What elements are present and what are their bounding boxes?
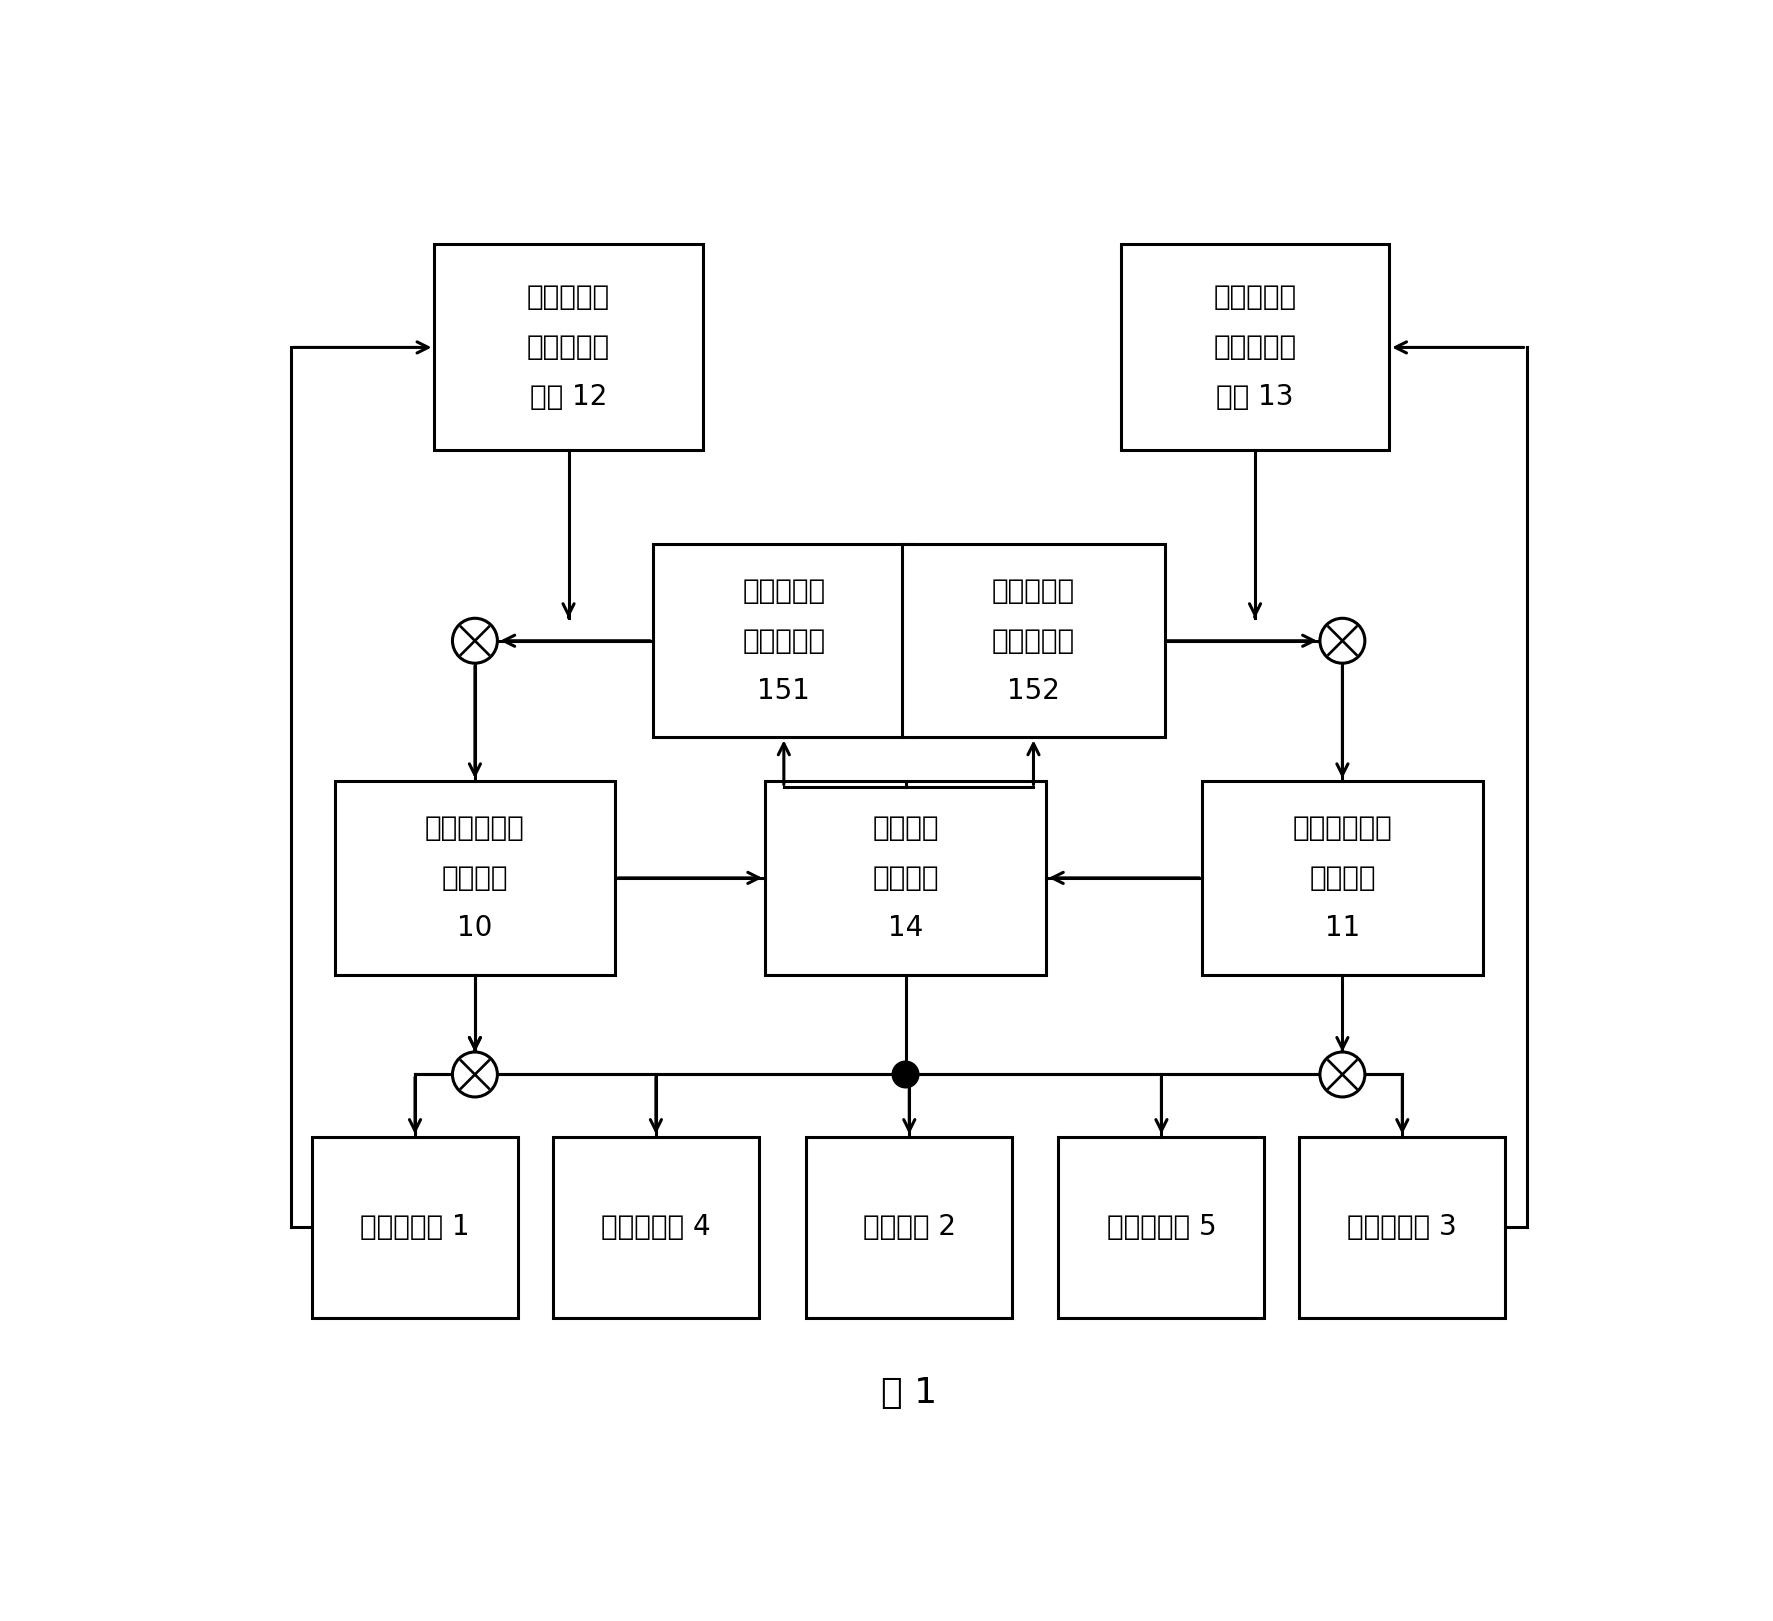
Text: 图 1: 图 1 bbox=[881, 1376, 936, 1410]
Text: 输出侧撑套 5: 输出侧撑套 5 bbox=[1106, 1214, 1216, 1242]
FancyBboxPatch shape bbox=[312, 1136, 518, 1318]
Circle shape bbox=[894, 1062, 918, 1088]
Text: 中央速度: 中央速度 bbox=[872, 814, 938, 841]
FancyBboxPatch shape bbox=[434, 245, 702, 451]
Text: 必要量运算: 必要量运算 bbox=[1213, 334, 1296, 361]
Text: 输出侧设备 3: 输出侧设备 3 bbox=[1347, 1214, 1457, 1242]
Text: 输出侧撑套: 输出侧撑套 bbox=[1213, 284, 1296, 311]
Text: 必要量运算: 必要量运算 bbox=[527, 334, 610, 361]
Text: 输入侧设备 1: 输入侧设备 1 bbox=[360, 1214, 470, 1242]
Text: 中央设备 2: 中央设备 2 bbox=[863, 1214, 956, 1242]
Text: 设定装置: 设定装置 bbox=[872, 864, 938, 892]
Text: 151: 151 bbox=[757, 676, 810, 705]
Text: 10: 10 bbox=[457, 914, 493, 942]
Text: 装置 13: 装置 13 bbox=[1216, 383, 1294, 412]
Circle shape bbox=[1319, 618, 1365, 663]
Text: 11: 11 bbox=[1324, 914, 1360, 942]
Text: 设定装置: 设定装置 bbox=[1308, 864, 1376, 892]
Text: 设定装置: 设定装置 bbox=[441, 864, 509, 892]
Text: 152: 152 bbox=[1007, 676, 1060, 705]
FancyBboxPatch shape bbox=[1121, 245, 1390, 451]
FancyBboxPatch shape bbox=[902, 545, 1165, 738]
FancyBboxPatch shape bbox=[766, 781, 1046, 974]
Text: 输入侧撑套: 输入侧撑套 bbox=[743, 577, 826, 605]
FancyBboxPatch shape bbox=[652, 545, 915, 738]
Text: 装置 12: 装置 12 bbox=[530, 383, 606, 412]
Text: 量运算装置: 量运算装置 bbox=[743, 627, 826, 655]
Text: 14: 14 bbox=[888, 914, 924, 942]
Text: 输出侧速度差: 输出侧速度差 bbox=[1293, 814, 1392, 841]
Circle shape bbox=[1319, 1052, 1365, 1097]
FancyBboxPatch shape bbox=[1202, 781, 1482, 974]
Text: 输入侧撑套 4: 输入侧撑套 4 bbox=[601, 1214, 711, 1242]
FancyBboxPatch shape bbox=[807, 1136, 1012, 1318]
Text: 量运算装置: 量运算装置 bbox=[991, 627, 1074, 655]
FancyBboxPatch shape bbox=[1058, 1136, 1264, 1318]
Text: 输入侧撑套: 输入侧撑套 bbox=[527, 284, 610, 311]
FancyBboxPatch shape bbox=[335, 781, 615, 974]
Circle shape bbox=[452, 618, 498, 663]
Circle shape bbox=[452, 1052, 498, 1097]
FancyBboxPatch shape bbox=[1300, 1136, 1505, 1318]
FancyBboxPatch shape bbox=[553, 1136, 759, 1318]
Text: 输出侧撑套: 输出侧撑套 bbox=[991, 577, 1074, 605]
Text: 输入侧速度差: 输入侧速度差 bbox=[426, 814, 525, 841]
